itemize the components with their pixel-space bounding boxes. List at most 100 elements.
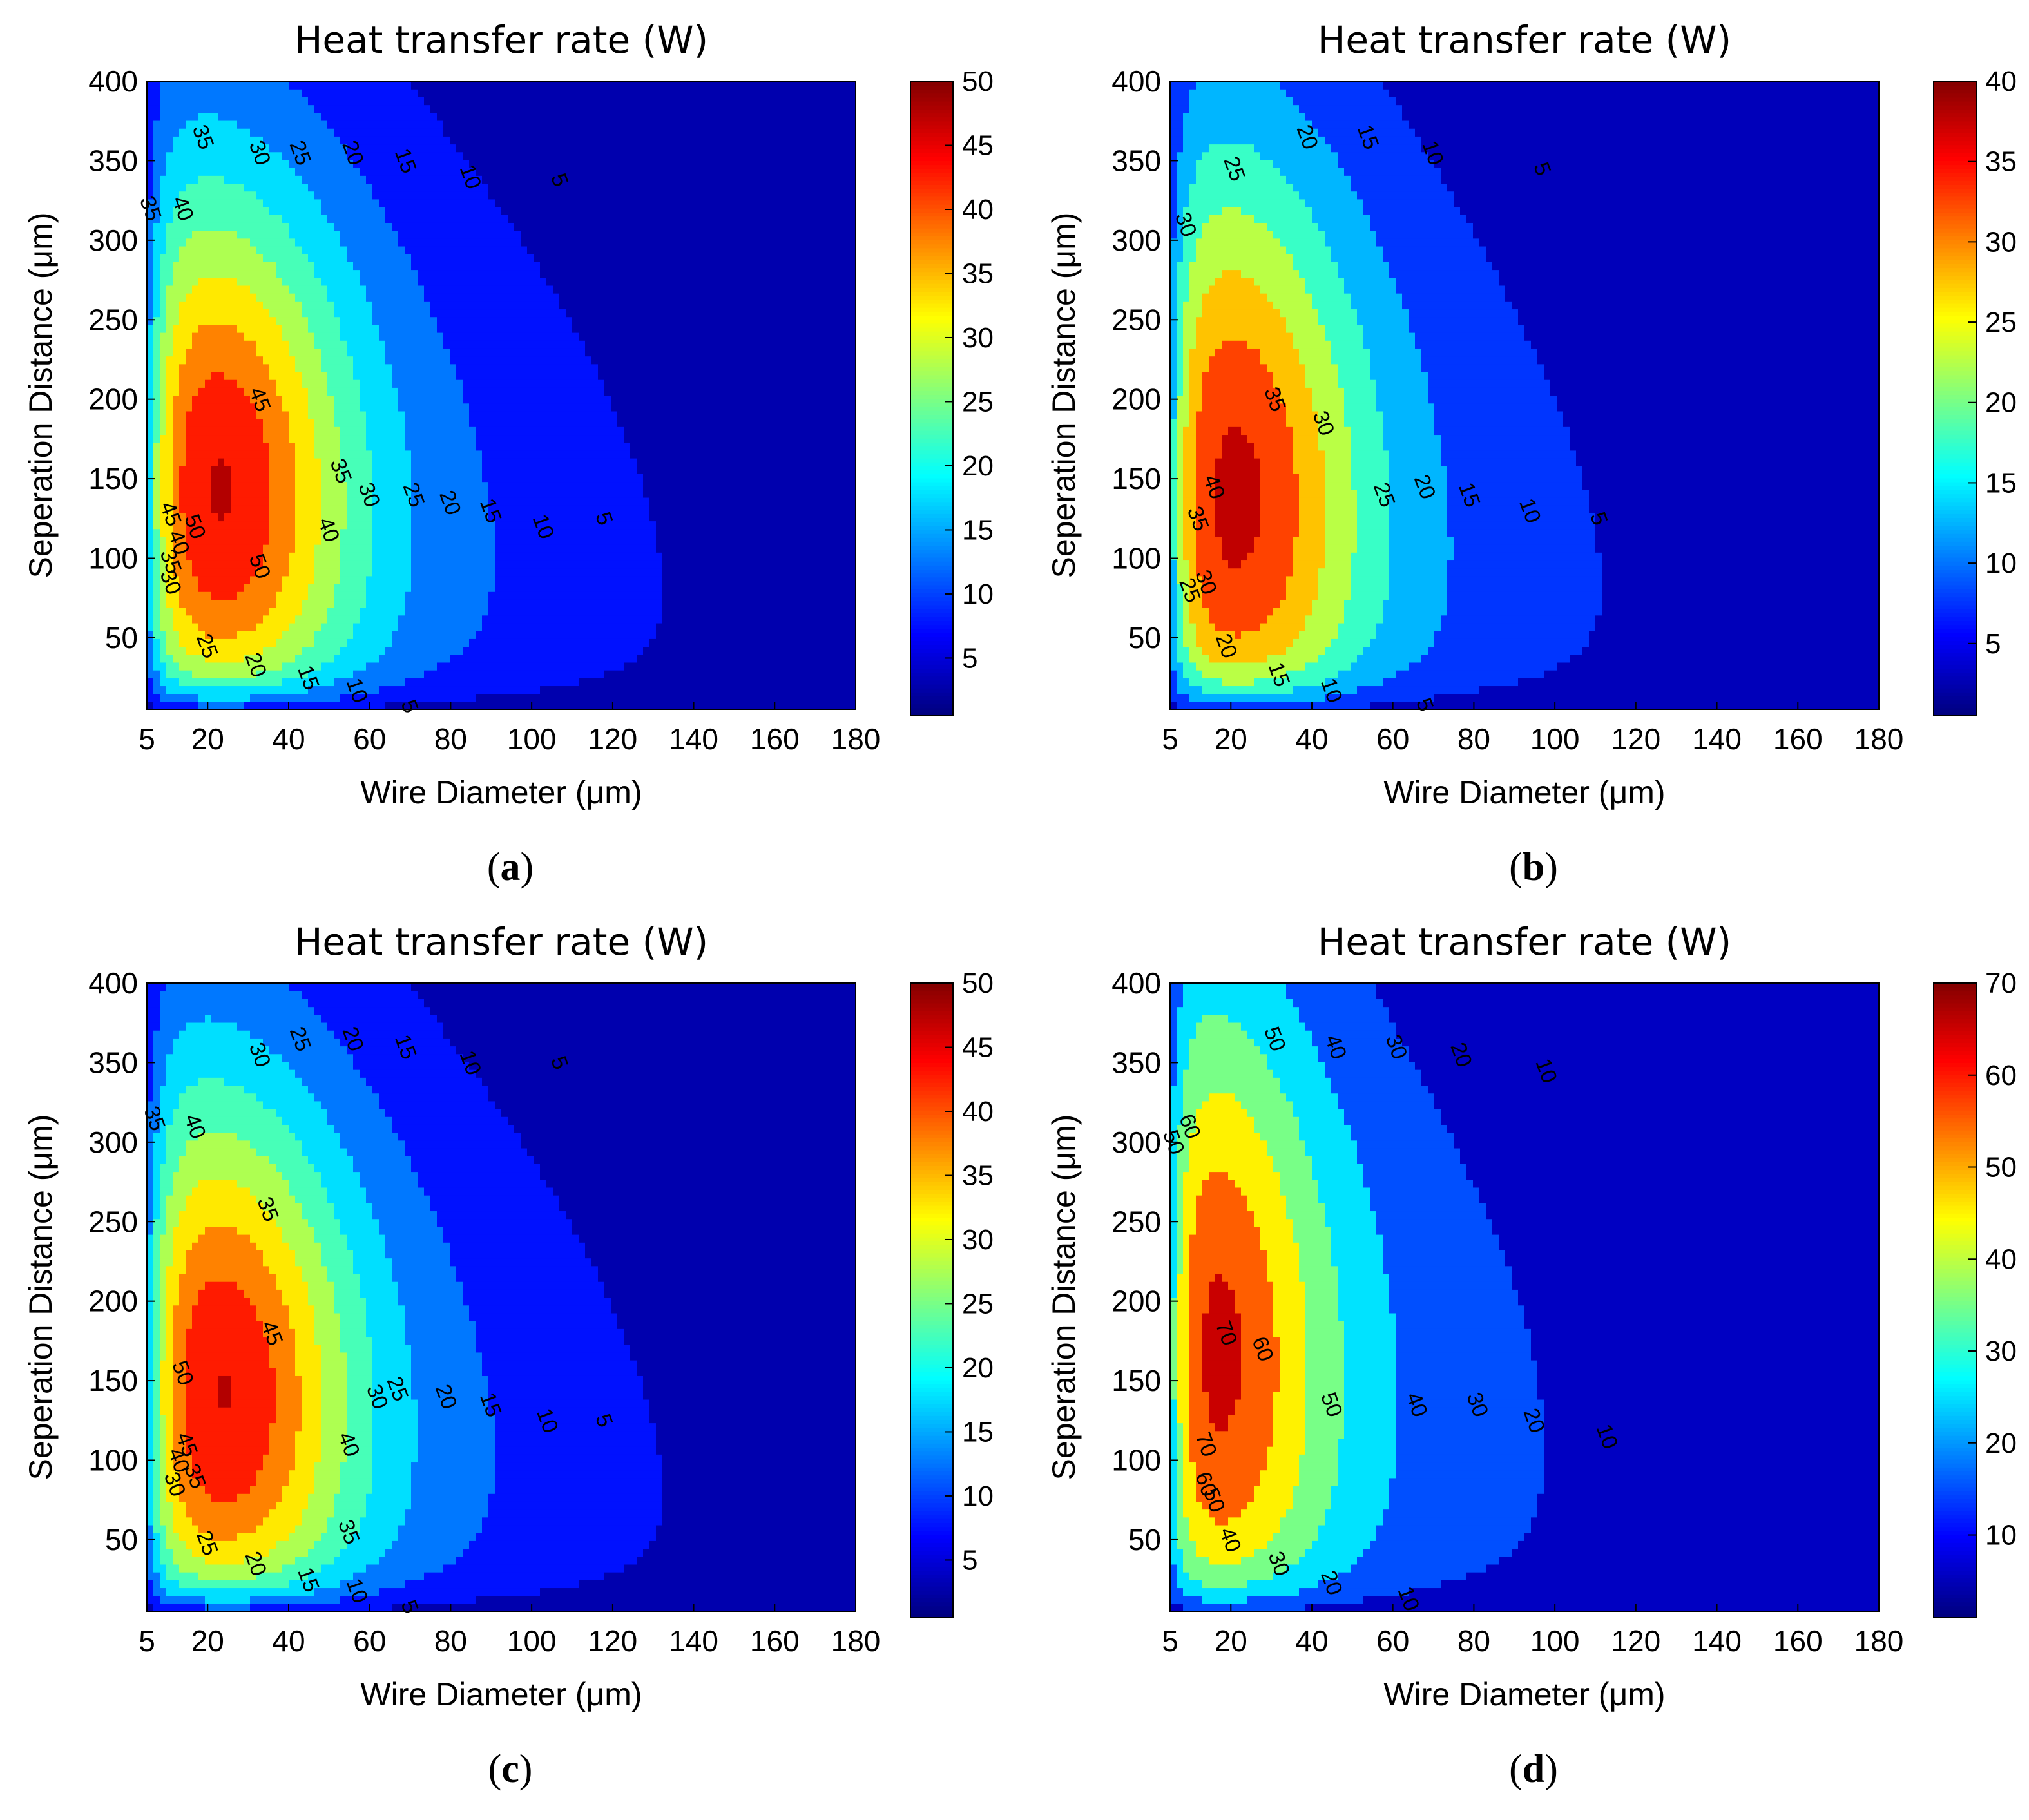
y-tick-label: 50 xyxy=(105,621,138,655)
x-tick-label: 140 xyxy=(1692,1624,1742,1658)
x-tick-label: 100 xyxy=(507,722,557,756)
x-tick-label: 100 xyxy=(1530,722,1580,756)
y-axis-label: Seperation Distance (μm) xyxy=(1046,213,1082,579)
panel-d: Heat transfer rate (W)50 40 30 201060507060… xyxy=(1046,920,2017,1791)
x-tick-label: 140 xyxy=(669,722,718,756)
x-tick-label: 5 xyxy=(1162,1624,1178,1658)
y-tick-label: 250 xyxy=(1111,1205,1161,1238)
y-axis-label: Seperation Distance (μm) xyxy=(1046,1115,1082,1480)
colorbar-tick-label: 10 xyxy=(962,579,994,610)
y-tick-label: 150 xyxy=(88,1364,138,1397)
panel-caption: (b) xyxy=(1509,845,1558,889)
y-tick-label: 50 xyxy=(1128,621,1161,655)
x-tick-label: 140 xyxy=(669,1624,718,1658)
colorbar-tick-label: 30 xyxy=(1985,226,2017,258)
colorbar-tick-label: 20 xyxy=(1985,1428,2017,1459)
chart-title: Heat transfer rate (W) xyxy=(294,18,708,62)
x-tick-label: 5 xyxy=(139,1624,155,1658)
y-tick-label: 100 xyxy=(88,1444,138,1477)
colorbar-tick-label: 15 xyxy=(962,1416,994,1448)
contour-fill xyxy=(147,983,856,1612)
y-tick-label: 200 xyxy=(88,383,138,416)
colorbar-tick-label: 60 xyxy=(1985,1060,2017,1091)
x-tick-label: 5 xyxy=(139,722,155,756)
y-tick-label: 400 xyxy=(1111,64,1161,98)
colorbar-tick-label: 40 xyxy=(1985,66,2017,97)
x-tick-label: 120 xyxy=(1611,1624,1660,1658)
x-tick-label: 5 xyxy=(1162,722,1178,756)
x-tick-label: 60 xyxy=(353,722,386,756)
y-tick-label: 400 xyxy=(88,966,138,1000)
colorbar-tick-label: 5 xyxy=(962,1544,977,1576)
colorbar-tick-label: 30 xyxy=(962,322,994,354)
colorbar-tick-label: 5 xyxy=(1985,628,2001,660)
colorbar-tick-label: 70 xyxy=(1985,968,2017,999)
colorbar-tick-label: 10 xyxy=(962,1480,994,1512)
contour-fill xyxy=(1170,983,1880,1612)
x-tick-label: 180 xyxy=(1854,722,1904,756)
y-tick-label: 150 xyxy=(1111,462,1161,495)
x-tick-label: 40 xyxy=(1295,1624,1328,1658)
y-tick-label: 400 xyxy=(1111,966,1161,1000)
y-tick-label: 200 xyxy=(1111,383,1161,416)
colorbar-tick-label: 40 xyxy=(1985,1243,2017,1275)
y-tick-label: 300 xyxy=(88,224,138,257)
colorbar-tick-label: 35 xyxy=(962,258,994,289)
x-tick-label: 180 xyxy=(1854,1624,1904,1658)
colorbar-tick-label: 10 xyxy=(1985,1520,2017,1551)
colorbar-tick-label: 45 xyxy=(962,129,994,161)
x-tick-label: 120 xyxy=(1611,722,1660,756)
panel-caption: (a) xyxy=(487,845,534,889)
chart-title: Heat transfer rate (W) xyxy=(294,920,708,964)
y-tick-label: 200 xyxy=(88,1285,138,1318)
x-tick-label: 60 xyxy=(353,1624,386,1658)
x-tick-label: 80 xyxy=(1457,1624,1490,1658)
x-tick-label: 80 xyxy=(1457,722,1490,756)
y-tick-label: 300 xyxy=(1111,224,1161,257)
x-tick-label: 100 xyxy=(1530,1624,1580,1658)
y-tick-label: 250 xyxy=(88,303,138,336)
colorbar-tick-label: 15 xyxy=(962,514,994,546)
y-tick-label: 300 xyxy=(88,1126,138,1159)
colorbar-tick-label: 35 xyxy=(1985,146,2017,178)
x-tick-label: 20 xyxy=(191,722,224,756)
x-tick-label: 40 xyxy=(272,1624,305,1658)
x-tick-label: 20 xyxy=(1215,722,1247,756)
y-axis-label: Seperation Distance (μm) xyxy=(23,1115,59,1480)
colorbar-tick-label: 40 xyxy=(962,1096,994,1127)
colorbar-tick-label: 10 xyxy=(1985,548,2017,579)
colorbar-tick-label: 30 xyxy=(962,1224,994,1256)
colorbar-tick-label: 45 xyxy=(962,1031,994,1063)
colorbar-tick-label: 5 xyxy=(962,642,977,674)
y-tick-label: 200 xyxy=(1111,1285,1161,1318)
colorbar-tick-label: 20 xyxy=(962,1352,994,1384)
x-tick-label: 140 xyxy=(1692,722,1742,756)
y-tick-label: 100 xyxy=(1111,1444,1161,1477)
y-tick-label: 350 xyxy=(88,144,138,177)
x-tick-label: 160 xyxy=(1773,1624,1823,1658)
x-tick-label: 60 xyxy=(1376,722,1409,756)
x-axis-label: Wire Diameter (μm) xyxy=(360,1676,642,1712)
y-tick-label: 50 xyxy=(1128,1523,1161,1557)
y-tick-label: 100 xyxy=(1111,542,1161,575)
x-tick-label: 80 xyxy=(434,722,467,756)
x-tick-label: 180 xyxy=(831,722,881,756)
x-tick-label: 80 xyxy=(434,1624,467,1658)
x-tick-label: 120 xyxy=(588,1624,637,1658)
x-tick-label: 60 xyxy=(1376,1624,1409,1658)
y-tick-label: 350 xyxy=(1111,144,1161,177)
y-tick-label: 250 xyxy=(1111,303,1161,336)
colorbar-tick-label: 40 xyxy=(962,194,994,225)
x-tick-label: 100 xyxy=(507,1624,557,1658)
chart-title: Heat transfer rate (W) xyxy=(1318,18,1731,62)
y-tick-label: 150 xyxy=(88,462,138,495)
y-tick-label: 100 xyxy=(88,542,138,575)
x-axis-label: Wire Diameter (μm) xyxy=(1383,774,1665,810)
